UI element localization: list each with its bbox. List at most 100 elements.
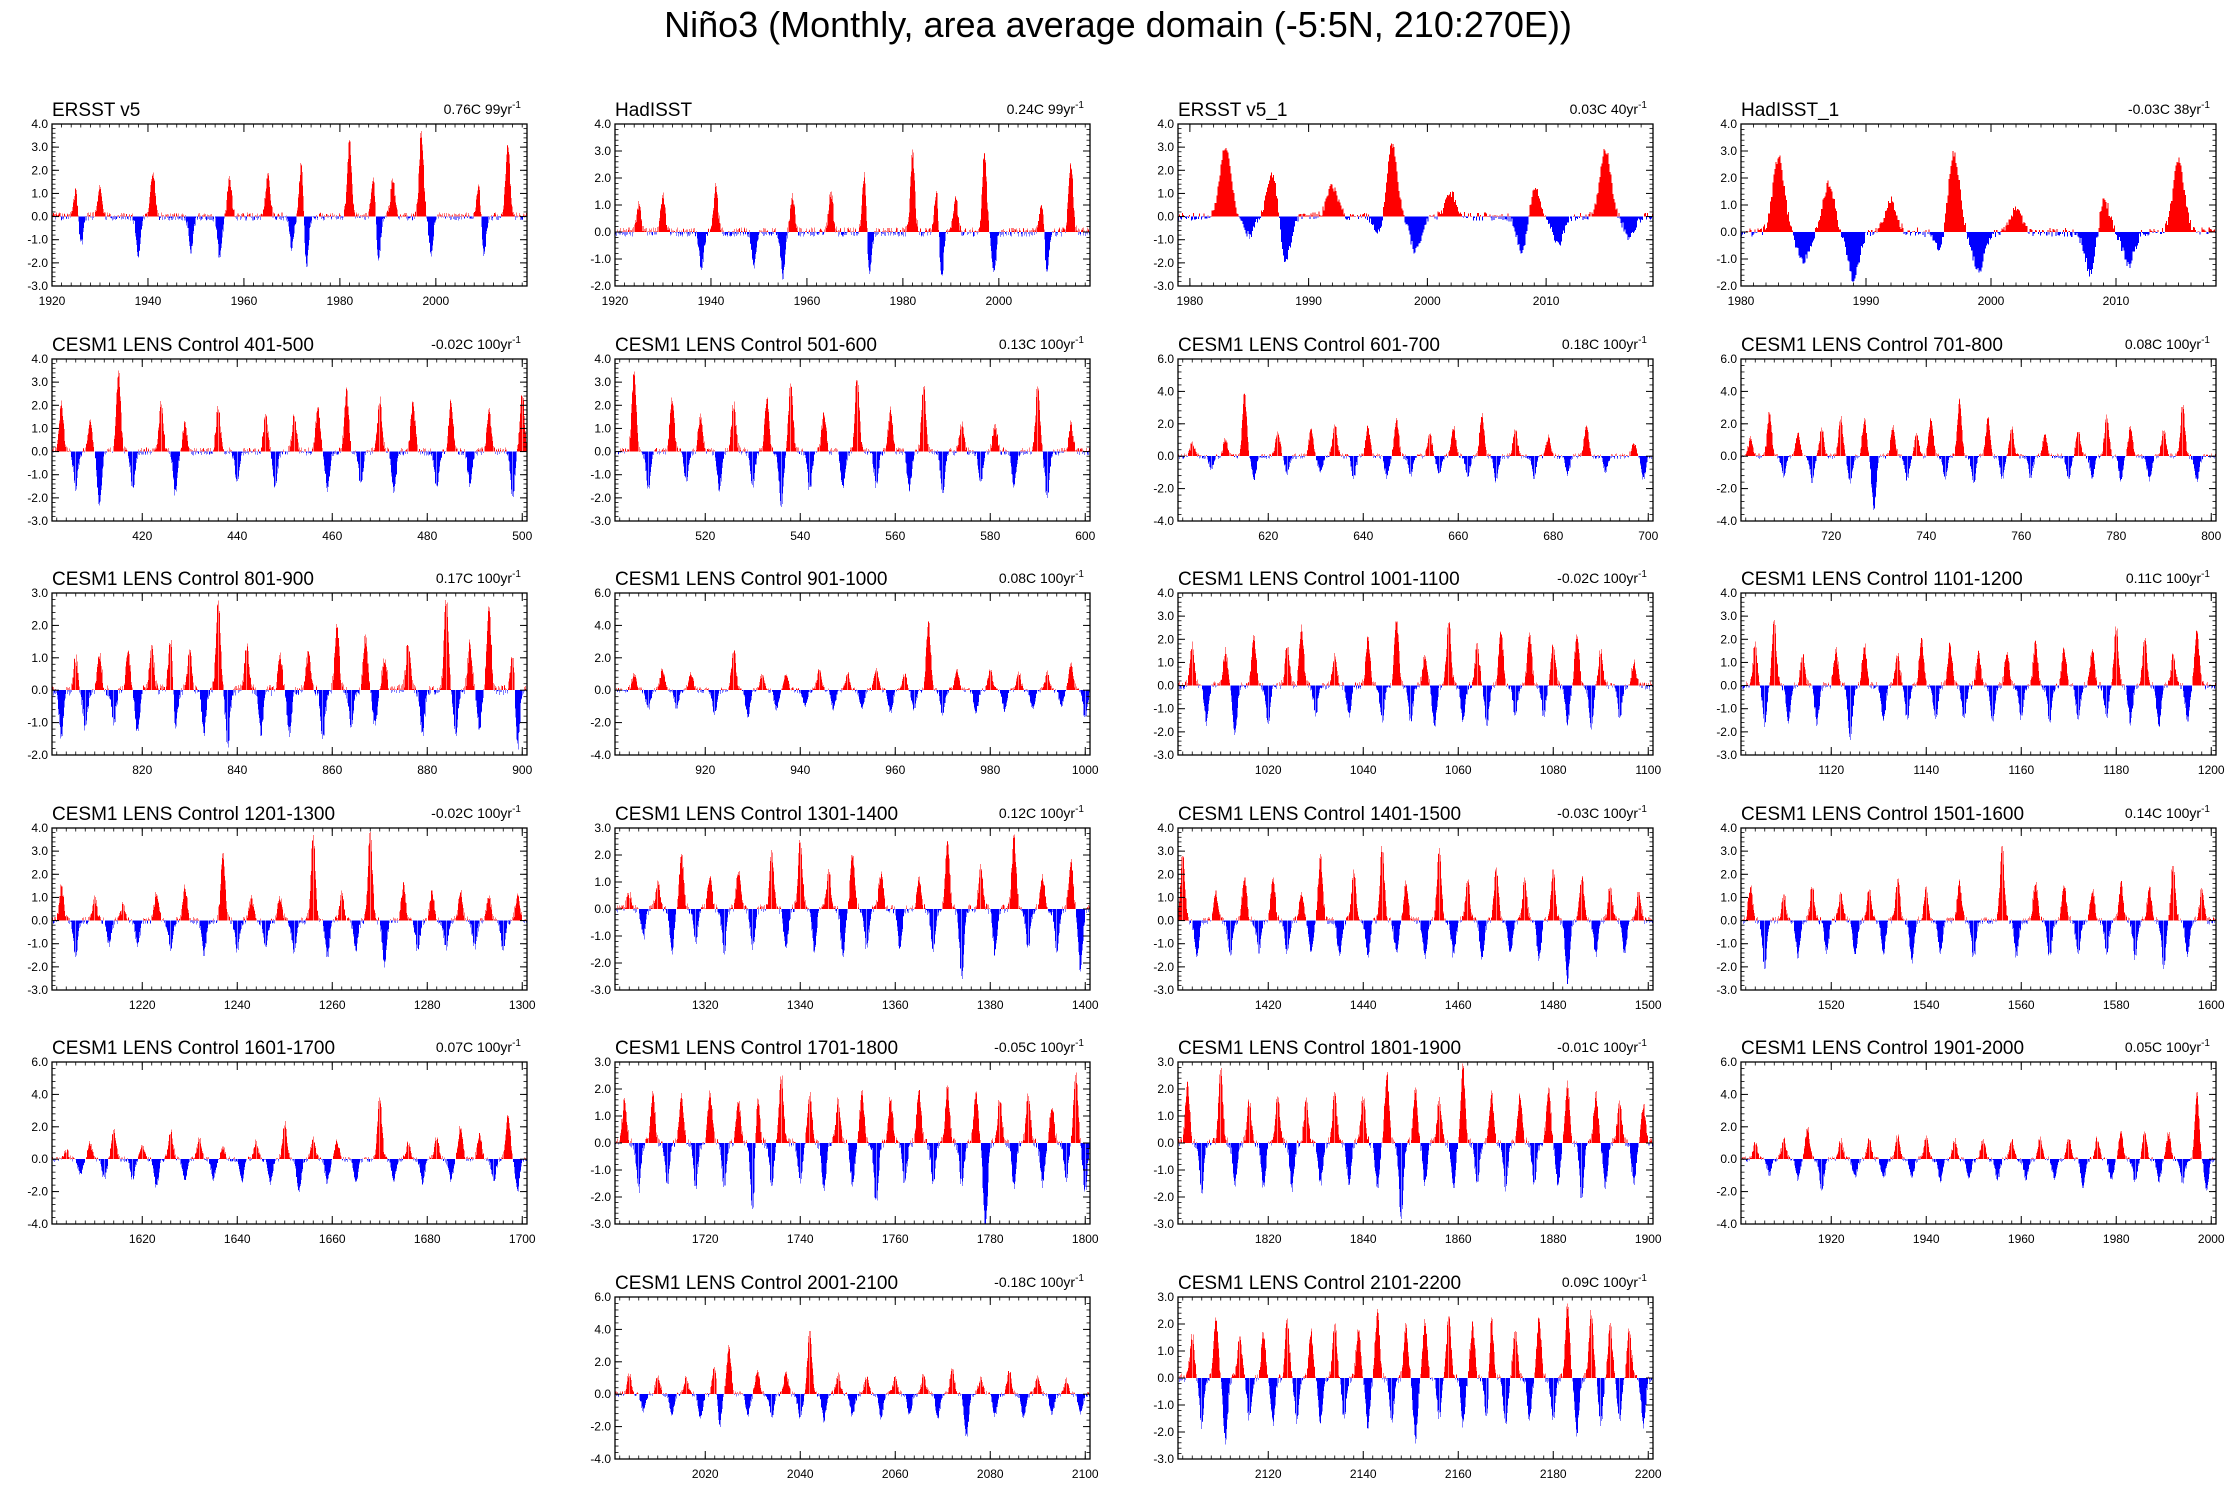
x-tick-label: 1060 <box>1445 763 1472 777</box>
y-tick-label: 0.0 <box>31 914 48 928</box>
x-tick-label: 1300 <box>509 998 536 1012</box>
panel-title: CESM1 LENS Control 1801-1900 <box>1178 1038 1461 1059</box>
x-tick-label: 1520 <box>1818 998 1845 1012</box>
y-tick-label: 4.0 <box>1157 586 1174 600</box>
chart-panel: CESM1 LENS Control 1701-1800 -0.05C 100yr… <box>590 1038 1099 1246</box>
x-tick-label: 2000 <box>1978 294 2005 308</box>
y-tick-label: -4.0 <box>1716 1217 1737 1231</box>
plot-frame <box>1177 123 1654 287</box>
y-tick-label: 2.0 <box>1157 1317 1174 1331</box>
y-tick-label: -3.0 <box>1716 748 1737 762</box>
y-tick-label: -2.0 <box>590 956 611 970</box>
positive-anomaly-bars <box>1742 618 2216 686</box>
y-tick-label: 4.0 <box>594 1322 611 1336</box>
x-tick-label: 680 <box>1543 529 1563 543</box>
y-tick-label: 3.0 <box>31 375 48 389</box>
x-tick-label: 1440 <box>1350 998 1377 1012</box>
x-tick-label: 1460 <box>1445 998 1472 1012</box>
y-tick-label: 4.0 <box>1720 821 1737 835</box>
y-tick-label: -3.0 <box>590 514 611 528</box>
panel-title: CESM1 LENS Control 401-500 <box>52 335 314 356</box>
y-tick-label: 0.0 <box>1720 679 1737 693</box>
x-tick-label: 460 <box>322 529 342 543</box>
chart-panel: HadISST_1 -0.03C 38yr-1 4.0 3.0 2.0 1.0 0.0 -1.… <box>1716 100 2217 308</box>
chart-panel: CESM1 LENS Control 2101-2200 0.09C 100yr-… <box>1153 1273 1662 1481</box>
chart-panel: CESM1 LENS Control 1901-2000 0.05C 100yr-… <box>1716 1038 2225 1246</box>
y-tick-label: 3.0 <box>1157 609 1174 623</box>
x-tick-label: 2010 <box>2103 294 2130 308</box>
y-tick-label: 1.0 <box>1720 655 1737 669</box>
positive-anomaly-bars <box>615 1328 1090 1395</box>
y-tick-label: -3.0 <box>27 983 48 997</box>
panel-title: CESM1 LENS Control 1601-1700 <box>52 1038 335 1059</box>
x-tick-label: 900 <box>512 763 532 777</box>
trend-label: 0.18C 100yr-1 <box>1562 335 1648 352</box>
y-tick-label: 2.0 <box>31 867 48 881</box>
y-tick-label: -1.0 <box>590 468 611 482</box>
y-tick-label: -2.0 <box>1153 725 1174 739</box>
y-tick-label: 3.0 <box>1720 609 1737 623</box>
y-tick-label: 0.0 <box>1157 1371 1174 1385</box>
panel-title: CESM1 LENS Control 1501-1600 <box>1741 804 2024 825</box>
y-tick-label: 1.0 <box>1720 890 1737 904</box>
negative-anomaly-bars <box>52 920 527 968</box>
y-tick-label: -2.0 <box>1153 482 1174 496</box>
y-tick-label: 0.0 <box>31 683 48 697</box>
x-tick-label: 1660 <box>319 1232 346 1246</box>
x-tick-label: 1220 <box>129 998 156 1012</box>
panel-title: CESM1 LENS Control 1701-1800 <box>615 1038 898 1059</box>
x-tick-label: 980 <box>980 763 1000 777</box>
x-tick-label: 500 <box>512 529 532 543</box>
negative-anomaly-bars <box>52 1159 527 1192</box>
x-tick-label: 1640 <box>224 1232 251 1246</box>
trend-label: -0.03C 38yr-1 <box>2128 100 2210 117</box>
chart-panel: CESM1 LENS Control 1201-1300 -0.02C 100yr… <box>27 804 536 1012</box>
x-tick-label: 1480 <box>1540 998 1567 1012</box>
chart-panel: CESM1 LENS Control 1101-1200 0.11C 100yr-… <box>1716 569 2225 777</box>
y-tick-label: 0.0 <box>31 1152 48 1166</box>
x-tick-label: 1860 <box>1445 1232 1472 1246</box>
x-tick-label: 540 <box>790 529 810 543</box>
y-tick-label: 0.0 <box>1157 1136 1174 1150</box>
y-tick-label: 0.0 <box>1157 449 1174 463</box>
positive-anomaly-bars <box>52 831 527 921</box>
y-tick-label: 0.0 <box>594 683 611 697</box>
x-tick-label: 1560 <box>2008 998 2035 1012</box>
x-tick-label: 1740 <box>787 1232 814 1246</box>
y-tick-label: -1.0 <box>1153 702 1174 716</box>
x-tick-label: 800 <box>2201 529 2221 543</box>
x-tick-label: 2040 <box>787 1467 814 1481</box>
plot-frame <box>1740 592 2217 756</box>
y-tick-label: 4.0 <box>1157 384 1174 398</box>
x-tick-label: 2000 <box>422 294 449 308</box>
y-tick-label: 1.0 <box>31 890 48 904</box>
y-tick-label: -1.0 <box>1716 702 1737 716</box>
positive-anomaly-bars <box>617 149 1089 232</box>
x-tick-label: 1500 <box>1635 998 1662 1012</box>
y-tick-label: 2.0 <box>1720 1120 1737 1134</box>
plot-frame <box>51 1061 528 1225</box>
y-tick-label: 4.0 <box>31 352 48 366</box>
x-tick-label: 1960 <box>794 294 821 308</box>
x-tick-label: 1160 <box>2008 763 2034 777</box>
y-tick-label: 1.0 <box>1720 198 1737 212</box>
plot-frame <box>51 827 528 991</box>
y-tick-label: 2.0 <box>594 651 611 665</box>
y-tick-label: -1.0 <box>27 468 48 482</box>
y-tick-label: -4.0 <box>590 748 611 762</box>
x-tick-label: 2000 <box>985 294 1012 308</box>
chart-panel: CESM1 LENS Control 1601-1700 0.07C 100yr-… <box>27 1038 536 1246</box>
x-tick-label: 2160 <box>1445 1467 1472 1481</box>
x-tick-label: 660 <box>1448 529 1468 543</box>
y-tick-label: -3.0 <box>1153 1217 1174 1231</box>
positive-anomaly-bars <box>615 1072 1081 1143</box>
y-tick-label: 3.0 <box>1157 1055 1174 1069</box>
x-tick-label: 1980 <box>1728 294 1755 308</box>
panel-title: CESM1 LENS Control 901-1000 <box>615 569 887 590</box>
y-tick-label: -2.0 <box>590 1420 611 1434</box>
y-tick-label: -2.0 <box>1153 1425 1174 1439</box>
y-tick-label: -1.0 <box>590 929 611 943</box>
panel-title: CESM1 LENS Control 701-800 <box>1741 335 2003 356</box>
negative-anomaly-bars <box>1741 920 2216 971</box>
y-tick-label: -2.0 <box>27 1185 48 1199</box>
